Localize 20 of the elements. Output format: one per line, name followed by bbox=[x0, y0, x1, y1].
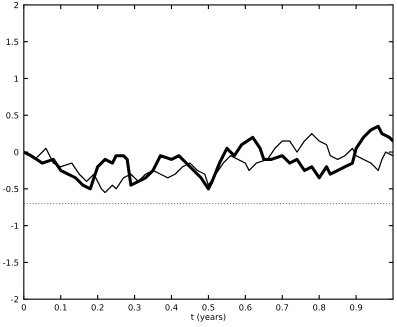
x-tick-label: 0.5 bbox=[202, 304, 214, 311]
y-tick-label: 1 bbox=[14, 76, 18, 82]
y-tick-label: -0.5 bbox=[3, 186, 18, 192]
y-tick-label: -2 bbox=[11, 296, 18, 302]
x-tick-label: 0.4 bbox=[165, 304, 178, 311]
x-tick-label: 0.7 bbox=[276, 304, 288, 311]
x-tick-label: 0.8 bbox=[313, 304, 326, 311]
y-tick-label: 1.5 bbox=[6, 38, 18, 45]
y-tick-label: -1 bbox=[11, 222, 18, 229]
x-tick-label: 0.1 bbox=[54, 304, 67, 311]
x-tick-label: 0.6 bbox=[239, 304, 252, 311]
y-tick-label: 2 bbox=[14, 2, 18, 8]
x-tick-label: 0 bbox=[22, 304, 26, 311]
y-tick-label: 0.5 bbox=[6, 112, 18, 119]
x-tick-label: 0.9 bbox=[350, 304, 362, 311]
y-tick-label: -1.5 bbox=[3, 260, 18, 266]
y-tick-label: 0 bbox=[14, 149, 18, 156]
x-tick-label: 0.2 bbox=[92, 304, 104, 311]
x-tick-label: 0.3 bbox=[128, 304, 141, 311]
x-axis-title: t (years) bbox=[190, 314, 226, 322]
